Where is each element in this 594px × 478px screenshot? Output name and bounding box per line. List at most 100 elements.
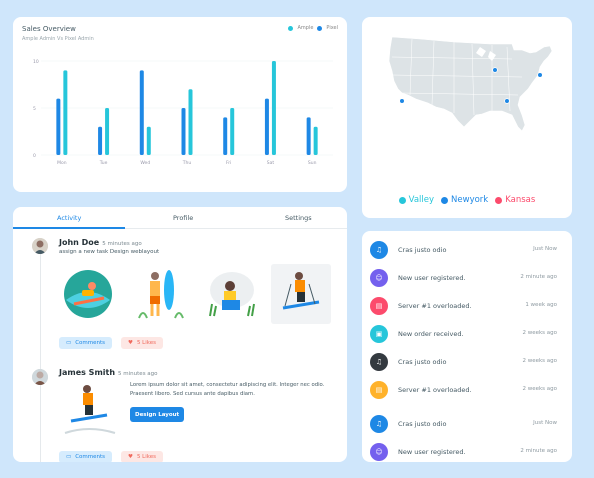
likes-label-2: 5 Likes <box>136 454 157 460</box>
legend-dot-ample <box>288 25 294 31</box>
bell-icon: ♫ <box>370 241 388 259</box>
likes-button-1[interactable]: ♥ 5 Likes <box>121 337 164 349</box>
notification-time: 2 weeks ago <box>522 330 557 336</box>
state-borders <box>391 38 523 116</box>
marker-newyork <box>537 72 543 78</box>
activity-name-john-doe: John Doe 5 minutes ago <box>59 238 142 247</box>
thumb-skier-1[interactable] <box>271 264 331 324</box>
bar-ample-thu <box>188 89 193 155</box>
notification-time: Just Now <box>533 420 557 426</box>
likes-button-2[interactable]: ♥ 5 Likes <box>121 451 164 462</box>
notification-item[interactable]: ☺ New user registered. 2 minute ago <box>362 267 572 287</box>
notification-time: 2 minute ago <box>520 274 557 280</box>
bag-icon: ▣ <box>370 325 388 343</box>
map-legend-dot-valley <box>398 196 406 204</box>
activity-name-james-smith-text: James Smith <box>59 368 116 377</box>
activity-card: Activity Profile Settings John Doe 5 minu… <box>13 207 347 462</box>
map-legend-label-valley: Valley <box>408 195 435 205</box>
notification-time: 2 weeks ago <box>522 358 557 364</box>
comment-icon: ▭ <box>66 454 72 460</box>
marker-south <box>504 98 510 104</box>
great-lakes <box>476 47 496 61</box>
laptop-woman-illustration <box>209 272 255 317</box>
bar-pixel-fri <box>223 117 228 155</box>
timeline-line <box>40 247 41 462</box>
map-legend-label-newyork: Newyork <box>451 195 489 205</box>
notification-item[interactable]: ▣ New order received. 2 weeks ago <box>362 323 572 343</box>
map-legend-valley: Valley <box>398 195 435 205</box>
tab-settings[interactable]: Settings <box>285 214 312 222</box>
map-legend-dot-newyork <box>441 196 449 204</box>
comments-button-1[interactable]: ▭ Comments <box>59 337 113 349</box>
sales-legend: Ample Pixel <box>288 25 338 31</box>
tab-activity[interactable]: Activity <box>57 214 82 222</box>
thumb-skier-2[interactable] <box>59 379 119 439</box>
usa-map-card: Valley Newyork Kansas <box>362 17 572 218</box>
design-layout-button[interactable]: Design Layout <box>130 407 185 422</box>
x-tick-label: Mon <box>57 160 67 166</box>
notification-text: Cras justo odio <box>398 420 447 428</box>
notification-text: New user registered. <box>398 448 466 456</box>
map-legend-newyork: Newyork <box>441 195 488 205</box>
likes-label-1: 5 Likes <box>136 340 157 346</box>
notification-item[interactable]: ♫ Cras justo odio Just Now <box>362 239 572 259</box>
bell-icon: ♫ <box>370 353 388 371</box>
heart-icon: ♥ <box>128 454 133 460</box>
server-icon: ▤ <box>370 381 388 399</box>
activity-tabs: Activity Profile Settings <box>13 207 347 229</box>
map-legend: Valley Newyork Kansas <box>362 195 572 205</box>
bar-pixel-thu <box>181 108 186 155</box>
bar-pixel-wed <box>139 70 144 155</box>
x-tick-label: Thu <box>182 160 192 166</box>
tab-profile[interactable]: Profile <box>173 214 194 222</box>
notification-item[interactable]: ▤ Server #1 overloaded. 2 weeks ago <box>362 379 572 399</box>
thumb-laptop-woman[interactable] <box>200 264 260 324</box>
bar-ample-sun <box>313 126 318 155</box>
user-icon: ☺ <box>370 269 388 287</box>
marker-kansas <box>492 67 498 73</box>
comment-icon: ▭ <box>66 340 72 346</box>
server-icon: ▤ <box>370 297 388 315</box>
thumb-surfboard-man[interactable] <box>129 264 189 324</box>
bar-ample-fri <box>230 108 235 155</box>
notification-item[interactable]: ☺ New user registered. 2 minute ago <box>362 441 572 461</box>
notifications-card: ♫ Cras justo odio Just Now ☺ New user re… <box>362 231 572 462</box>
map-legend-kansas: Kansas <box>495 195 535 205</box>
activity-name-james-smith: James Smith 5 minutes ago <box>59 368 158 377</box>
bar-pixel-tue <box>98 126 103 155</box>
comments-label-2: Comments <box>75 454 106 460</box>
notification-text: Server #1 overloaded. <box>398 302 472 310</box>
notification-text: New user registered. <box>398 274 466 282</box>
legend-label-pixel: Pixel <box>326 25 338 31</box>
heart-icon: ♥ <box>128 340 133 346</box>
notification-time: 2 weeks ago <box>522 386 557 392</box>
activity-desc-john-doe: assign a new task Design weblayout <box>59 249 160 255</box>
map-legend-dot-kansas <box>495 196 503 204</box>
notification-item[interactable]: ♫ Cras justo odio Just Now <box>362 413 572 433</box>
notification-text: New order received. <box>398 330 464 338</box>
x-tick-label: Wed <box>140 160 150 166</box>
usa-map <box>388 36 553 132</box>
avatar-james-smith-image <box>32 369 48 385</box>
bar-ample-sat <box>271 61 276 155</box>
y-tick-label: 5 <box>33 106 36 112</box>
avatar-john-doe-image <box>32 238 48 254</box>
marker-valley <box>399 98 405 104</box>
bar-pixel-sun <box>306 117 311 155</box>
bell-icon: ♫ <box>370 415 388 433</box>
sales-overview-card: 0 5 10 Mon Tue Wed Thu Fri Sat Sun Sales Overview… <box>13 17 347 192</box>
notification-text: Server #1 overloaded. <box>398 386 472 394</box>
x-tick-label: Tue <box>99 160 108 166</box>
x-tick-label: Sat <box>267 160 275 166</box>
bar-ample-wed <box>146 126 151 155</box>
notification-item[interactable]: ♫ Cras justo odio 2 weeks ago <box>362 351 572 371</box>
activity-name-john-doe-text: John Doe <box>59 238 100 247</box>
bar-ample-mon <box>63 70 68 155</box>
y-tick-label: 0 <box>33 153 36 159</box>
notification-text: Cras justo odio <box>398 246 447 254</box>
comments-button-2[interactable]: ▭ Comments <box>59 451 113 462</box>
thumb-surfer[interactable] <box>58 264 118 324</box>
sales-title: Sales Overview <box>22 25 76 33</box>
notification-item[interactable]: ▤ Server #1 overloaded. 1 week ago <box>362 295 572 315</box>
avatar-james-smith <box>32 369 48 385</box>
